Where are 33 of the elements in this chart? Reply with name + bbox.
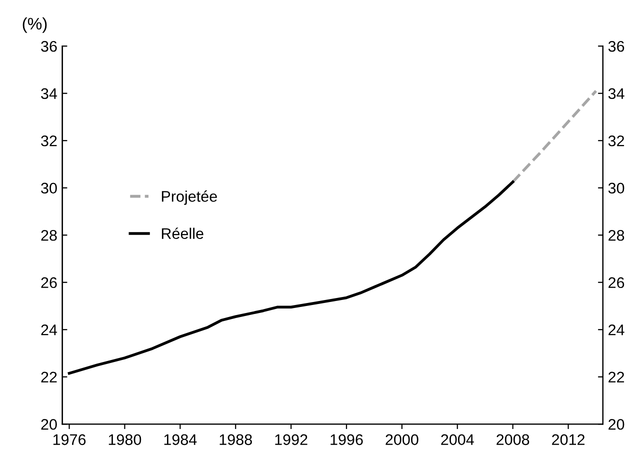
y-tick-label: 34	[41, 88, 58, 100]
line-series	[68, 180, 514, 375]
y-tick-label: 22	[41, 372, 57, 382]
y-axis-title: (%)	[22, 17, 47, 33]
y-tick-label: 28	[41, 230, 57, 241]
y-tick-label: 20	[41, 418, 57, 430]
x-tick-label: 2012	[552, 434, 584, 446]
x-tick-label: 1984	[164, 434, 197, 446]
x-tick-label: 1996	[330, 434, 363, 446]
y2-tick-label: 34	[608, 88, 624, 100]
y2-tick-label: 30	[608, 182, 624, 194]
legend-label: Projetée	[162, 190, 217, 205]
x-tick-label: 2000	[386, 434, 418, 446]
legend-label: Réelle	[162, 228, 204, 239]
y-tick-label: 36	[41, 40, 57, 52]
x-tick-label: 1992	[275, 434, 308, 446]
x-tick-label: 1976	[53, 434, 86, 446]
x-tick-label: 2004	[441, 434, 474, 446]
y-tick-label: 24	[41, 324, 58, 336]
y2-tick-label: 24	[608, 324, 624, 336]
x-tick-label: 2008	[496, 434, 530, 446]
line-series	[511, 90, 598, 184]
y-tick-label: 26	[41, 277, 57, 288]
y2-tick-label: 32	[608, 135, 624, 146]
y2-tick-label: 26	[608, 277, 624, 288]
x-tick-label: 1980	[108, 434, 142, 446]
y2-tick-label: 20	[608, 418, 624, 430]
y-tick-label: 30	[41, 182, 57, 194]
x-tick-label: 1988	[220, 434, 252, 446]
y-tick-label: 32	[41, 135, 57, 146]
y2-tick-label: 22	[608, 372, 624, 382]
y2-tick-label: 28	[608, 230, 624, 241]
y2-tick-label: 36	[608, 40, 624, 52]
